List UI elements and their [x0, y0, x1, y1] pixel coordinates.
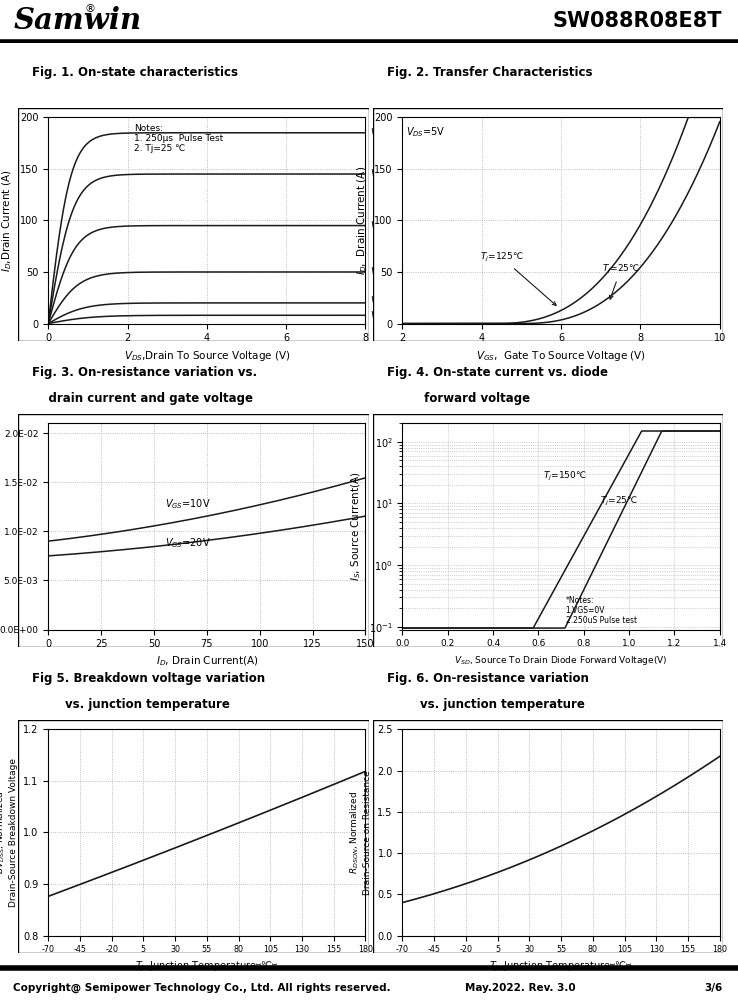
- Text: *Notes:
1.VGS=0V
2.250uS Pulse test: *Notes: 1.VGS=0V 2.250uS Pulse test: [565, 596, 637, 625]
- X-axis label: $I_D$, Drain Current(A): $I_D$, Drain Current(A): [156, 655, 258, 668]
- Y-axis label: $R_{DSON}$, Normalized
Drain-Source on Resistance: $R_{DSON}$, Normalized Drain-Source on R…: [349, 770, 372, 895]
- Text: Fig. 4. On-state current vs. diode: Fig. 4. On-state current vs. diode: [387, 366, 607, 379]
- Text: $V_{GS}$=5V: $V_{GS}$=5V: [370, 309, 407, 322]
- X-axis label: $T_j$, Junction Temperature（℃）: $T_j$, Junction Temperature（℃）: [135, 960, 278, 974]
- Text: $T_j$=25℃: $T_j$=25℃: [600, 495, 638, 508]
- Text: $V_{DS}$=5V: $V_{DS}$=5V: [407, 126, 446, 139]
- Text: $V_{GS}$=8V: $V_{GS}$=8V: [370, 219, 407, 232]
- FancyBboxPatch shape: [18, 720, 369, 953]
- Y-axis label: $I_D$,Drain Current (A): $I_D$,Drain Current (A): [1, 169, 15, 272]
- Text: $T_j$=150℃: $T_j$=150℃: [543, 470, 587, 483]
- Text: Fig. 3. On-resistance variation vs.: Fig. 3. On-resistance variation vs.: [32, 366, 258, 379]
- Text: $T_j$=25℃: $T_j$=25℃: [601, 263, 640, 299]
- Text: ®: ®: [85, 4, 96, 14]
- Text: Fig. 2. Transfer Characteristics: Fig. 2. Transfer Characteristics: [387, 66, 592, 79]
- FancyBboxPatch shape: [373, 414, 723, 647]
- X-axis label: $V_{DS}$,Drain To Source Voltage (V): $V_{DS}$,Drain To Source Voltage (V): [123, 349, 290, 363]
- Text: $V_{GS}$=10V: $V_{GS}$=10V: [370, 127, 413, 139]
- Text: vs. junction temperature: vs. junction temperature: [32, 698, 230, 711]
- Text: $V_{GS}$=9V: $V_{GS}$=9V: [370, 168, 407, 180]
- Text: drain current and gate voltage: drain current and gate voltage: [32, 392, 253, 405]
- Text: $V_{GS}$=7V: $V_{GS}$=7V: [370, 266, 405, 278]
- X-axis label: $V_{SD}$, Source To Drain Diode Forward Voltage(V): $V_{SD}$, Source To Drain Diode Forward …: [455, 654, 668, 667]
- Text: Fig 5. Breakdown voltage variation: Fig 5. Breakdown voltage variation: [32, 672, 266, 685]
- Text: Copyright@ Semipower Technology Co., Ltd. All rights reserved.: Copyright@ Semipower Technology Co., Ltd…: [13, 983, 391, 993]
- Text: May.2022. Rev. 3.0: May.2022. Rev. 3.0: [465, 983, 576, 993]
- FancyBboxPatch shape: [373, 720, 723, 953]
- Y-axis label: $I_D$,  Drain Current (A): $I_D$, Drain Current (A): [355, 166, 369, 275]
- Text: Fig. 6. On-resistance variation: Fig. 6. On-resistance variation: [387, 672, 589, 685]
- Text: $T_j$=125℃: $T_j$=125℃: [480, 251, 556, 305]
- Text: Fig. 1. On-state characteristics: Fig. 1. On-state characteristics: [32, 66, 238, 79]
- FancyBboxPatch shape: [18, 414, 369, 647]
- Text: $V_{GS}$=10V: $V_{GS}$=10V: [165, 497, 210, 511]
- X-axis label: $V_{GS}$,  Gate To Source Voltage (V): $V_{GS}$, Gate To Source Voltage (V): [476, 349, 646, 363]
- Text: $V_{GS}$=6V: $V_{GS}$=6V: [370, 295, 407, 307]
- FancyBboxPatch shape: [18, 108, 369, 341]
- Text: Samwin: Samwin: [13, 6, 142, 35]
- X-axis label: $T_j$, Junction Temperature（℃）: $T_j$, Junction Temperature（℃）: [489, 960, 632, 974]
- Text: forward voltage: forward voltage: [387, 392, 530, 405]
- Text: SW088R08E8T: SW088R08E8T: [552, 11, 722, 31]
- Y-axis label: $I_S$, Source Current(A): $I_S$, Source Current(A): [350, 472, 363, 581]
- Text: vs. junction temperature: vs. junction temperature: [387, 698, 584, 711]
- Text: 3/6: 3/6: [705, 983, 723, 993]
- Text: Notes:
1. 250μs  Pulse Test
2. Tj=25 ℃: Notes: 1. 250μs Pulse Test 2. Tj=25 ℃: [134, 124, 223, 153]
- Y-axis label: $BV_{DSS}$, Normalized
Drain-Source Breakdown Voltage: $BV_{DSS}$, Normalized Drain-Source Brea…: [0, 758, 18, 907]
- Text: $V_{GS}$=20V: $V_{GS}$=20V: [165, 536, 210, 550]
- FancyBboxPatch shape: [373, 108, 723, 341]
